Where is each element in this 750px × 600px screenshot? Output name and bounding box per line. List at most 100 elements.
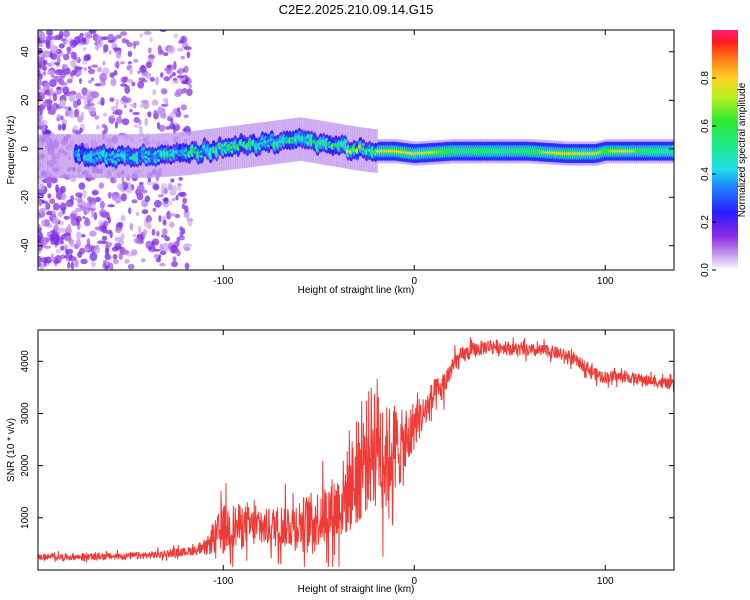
- heatmap-cell: [59, 202, 67, 211]
- heatmap-cell: [182, 243, 189, 251]
- heatmap-cell: [145, 61, 152, 69]
- y-tick-label: 2000: [20, 454, 31, 477]
- heatmap-cell: [61, 196, 66, 201]
- heatmap-cell: [115, 34, 122, 39]
- bottom-axes: -100 0 100 1000 2000 3000 4000: [20, 330, 674, 587]
- heatmap-cell: [160, 113, 167, 119]
- heatmap-cell: [144, 195, 151, 203]
- heatmap-cell: [96, 66, 103, 73]
- heatmap-cell: [63, 134, 67, 178]
- heatmap-cell: [163, 76, 171, 82]
- heatmap-cell: [105, 229, 112, 235]
- heatmap-cell: [53, 240, 60, 246]
- heatmap-cell: [121, 176, 125, 183]
- heatmap-cell: [50, 253, 55, 262]
- heatmap-cell: [159, 243, 164, 251]
- heatmap-cell: [76, 99, 82, 106]
- heatmap-cell: [112, 47, 121, 51]
- heatmap-cell: [109, 72, 115, 78]
- heatmap-cell: [93, 246, 101, 254]
- y-tick-label: 4000: [20, 350, 31, 373]
- heatmap-cell: [114, 121, 118, 129]
- heatmap-cell: [45, 178, 51, 185]
- heatmap-cell: [162, 228, 168, 236]
- heatmap-cell: [152, 89, 156, 96]
- heatmap-cell: [171, 72, 176, 77]
- heatmap-cell: [170, 178, 175, 183]
- heatmap-cell: [99, 200, 105, 210]
- heatmap-cell: [184, 205, 189, 213]
- heatmap-cell: [166, 64, 172, 69]
- heatmap-cell: [121, 249, 130, 255]
- heatmap-cell: [139, 33, 144, 38]
- heatmap-cell: [51, 35, 60, 41]
- heatmap-cell: [112, 111, 119, 115]
- heatmap-cell: [163, 203, 170, 208]
- heatmap-cell: [112, 253, 118, 260]
- heatmap-cell: [82, 47, 87, 51]
- heatmap-cell: [102, 67, 110, 75]
- heatmap-cell: [186, 51, 191, 59]
- heatmap-cell: [38, 47, 42, 55]
- heatmap-cell: [175, 194, 179, 201]
- heatmap-cell: [177, 47, 184, 52]
- heatmap-cell: [105, 259, 109, 267]
- heatmap-cell: [148, 246, 152, 251]
- heatmap-cell: [178, 40, 184, 44]
- heatmap-cell: [74, 197, 82, 201]
- heatmap-cell: [152, 183, 160, 191]
- heatmap-cell: [137, 80, 145, 89]
- heatmap-cell: [50, 176, 58, 184]
- heatmap-cell: [112, 258, 119, 265]
- heatmap-cell: [56, 134, 60, 178]
- heatmap-cell: [118, 252, 124, 260]
- heatmap-cell: [74, 108, 80, 118]
- heatmap-cell: [44, 245, 52, 249]
- heatmap-cell: [81, 37, 87, 42]
- heatmap-cell: [137, 70, 141, 74]
- heatmap-cell: [40, 236, 48, 246]
- heatmap-cell: [38, 120, 45, 127]
- heatmap-cell: [151, 100, 159, 106]
- heatmap-cell: [133, 117, 140, 123]
- heatmap-cell: [83, 66, 88, 72]
- heatmap-cell: [139, 103, 146, 108]
- heatmap-cell: [110, 78, 117, 87]
- heatmap-cell: [91, 260, 96, 268]
- heatmap-cell: [73, 129, 80, 135]
- heatmap-cell: [84, 247, 89, 252]
- heatmap-cell: [55, 249, 61, 254]
- heatmap-cell: [69, 39, 77, 48]
- heatmap-cell: [137, 225, 142, 234]
- heatmap-cell: [108, 191, 112, 199]
- heatmap-cell: [47, 193, 52, 199]
- heatmap-cell: [87, 66, 92, 70]
- heatmap-cell: [167, 184, 173, 191]
- heatmap-cell: [120, 214, 126, 222]
- heatmap-cell: [140, 99, 149, 104]
- heatmap-cell: [141, 258, 146, 263]
- heatmap-cell: [38, 192, 43, 197]
- heatmap-cell: [38, 88, 45, 93]
- heatmap-cell: [182, 197, 188, 204]
- heatmap-cell: [141, 209, 149, 215]
- heatmap-cell: [46, 30, 53, 36]
- heatmap-cell: [171, 244, 178, 254]
- heatmap-cell: [107, 216, 111, 224]
- heatmap-cell: [87, 207, 96, 212]
- heatmap-cell: [148, 47, 152, 54]
- heatmap-cell: [153, 109, 158, 118]
- heatmap-cell: [50, 61, 55, 70]
- heatmap-cell: [121, 118, 130, 126]
- heatmap-cell: [670, 149, 674, 153]
- snr-series-line: [38, 337, 674, 567]
- heatmap-cell: [40, 134, 44, 178]
- heatmap-cell: [161, 242, 170, 252]
- heatmap-cell: [124, 97, 132, 103]
- y-tick-label: 3000: [20, 402, 31, 425]
- heatmap-cell: [40, 257, 49, 264]
- heatmap-cell: [114, 61, 120, 69]
- heatmap-cell: [49, 233, 55, 241]
- heatmap-cell: [101, 211, 108, 218]
- heatmap-cell: [53, 75, 61, 83]
